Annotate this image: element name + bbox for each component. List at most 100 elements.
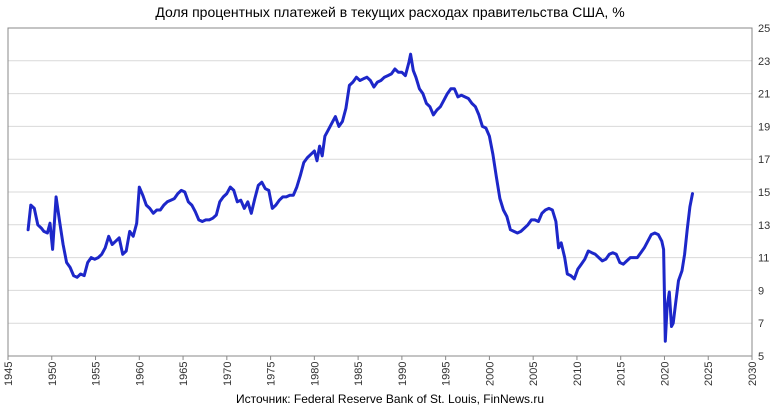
data-point <box>436 109 438 111</box>
data-point <box>268 189 270 192</box>
data-point <box>58 220 61 223</box>
x-tick-label: 1995 <box>441 362 453 386</box>
data-point <box>292 194 295 197</box>
data-point <box>453 87 456 90</box>
data-point <box>594 253 597 256</box>
data-point <box>467 97 470 100</box>
data-point <box>650 233 653 236</box>
data-point <box>432 114 435 116</box>
data-point <box>43 230 45 233</box>
data-point <box>275 204 277 206</box>
data-point <box>677 279 680 282</box>
data-point <box>303 161 305 164</box>
data-point <box>544 209 547 211</box>
data-point <box>608 253 611 256</box>
y-tick-label: 19 <box>758 121 770 133</box>
x-tick-label: 1945 <box>3 362 15 386</box>
data-point <box>76 276 78 279</box>
plot-frame <box>7 27 753 357</box>
x-tick-label: 2000 <box>484 362 496 386</box>
data-point <box>289 194 291 197</box>
data-point <box>236 201 239 203</box>
data-point <box>443 99 445 101</box>
data-point <box>397 71 400 74</box>
data-point <box>376 81 379 83</box>
data-point <box>138 186 141 188</box>
data-point <box>51 248 54 251</box>
data-point <box>563 256 566 259</box>
data-point <box>629 256 632 259</box>
data-point <box>488 135 491 137</box>
data-point <box>570 274 572 277</box>
x-tick-label: 1950 <box>47 362 59 386</box>
data-point <box>65 261 68 264</box>
data-point <box>310 153 312 156</box>
data-point <box>187 201 190 203</box>
data-point <box>55 196 57 198</box>
data-point <box>132 235 134 238</box>
data-point <box>401 71 403 74</box>
data-point <box>506 215 508 218</box>
data-point <box>626 260 628 262</box>
data-point <box>523 227 526 229</box>
data-point <box>672 322 674 325</box>
data-point <box>254 197 256 200</box>
data-point <box>481 125 484 128</box>
data-point <box>408 61 410 64</box>
y-tick-label: 7 <box>758 318 764 330</box>
data-point <box>149 207 151 210</box>
y-tick-label: 15 <box>758 187 770 199</box>
data-point <box>177 192 179 195</box>
x-tick-label: 1985 <box>353 362 365 386</box>
data-point <box>502 209 505 211</box>
y-tick-label: 11 <box>758 253 769 265</box>
data-point <box>422 92 424 95</box>
data-point <box>412 69 415 72</box>
data-point <box>675 301 677 303</box>
data-point <box>612 251 614 254</box>
data-point <box>83 274 85 277</box>
x-tick-label: 2020 <box>659 362 671 386</box>
y-tick-label: 21 <box>758 89 770 101</box>
data-point <box>662 248 665 251</box>
chart-title: Доля процентных платежей в текущих расхо… <box>155 4 625 20</box>
data-point <box>201 220 204 223</box>
x-tick-label: 2005 <box>528 362 540 386</box>
data-point <box>380 79 382 82</box>
data-point <box>601 260 604 262</box>
data-point <box>345 107 347 110</box>
data-point <box>373 86 375 88</box>
data-point <box>366 76 368 78</box>
data-point <box>282 196 284 198</box>
data-point <box>566 273 569 275</box>
x-tick-label: 1975 <box>266 362 278 386</box>
x-tick-label: 1955 <box>91 362 103 386</box>
data-point <box>580 263 583 266</box>
data-point <box>390 73 393 75</box>
data-point <box>145 204 148 206</box>
data-point <box>93 258 96 261</box>
y-tick-label: 5 <box>758 351 764 363</box>
data-point <box>271 207 274 210</box>
data-point <box>135 222 138 224</box>
data-point <box>362 78 365 80</box>
data-point <box>429 105 431 108</box>
x-tick-label: 2030 <box>747 362 759 386</box>
data-point <box>495 176 498 178</box>
data-point <box>471 102 473 105</box>
data-point <box>683 253 686 256</box>
data-point <box>548 207 550 210</box>
data-point <box>654 232 656 234</box>
data-point <box>194 210 197 213</box>
data-point <box>46 232 49 234</box>
data-point <box>534 219 536 221</box>
data-point <box>104 247 106 249</box>
x-tick-label: 1960 <box>134 362 146 386</box>
data-point <box>516 232 519 234</box>
data-point <box>299 174 302 177</box>
data-point <box>668 291 671 293</box>
data-point <box>409 53 412 55</box>
data-point <box>689 206 691 208</box>
